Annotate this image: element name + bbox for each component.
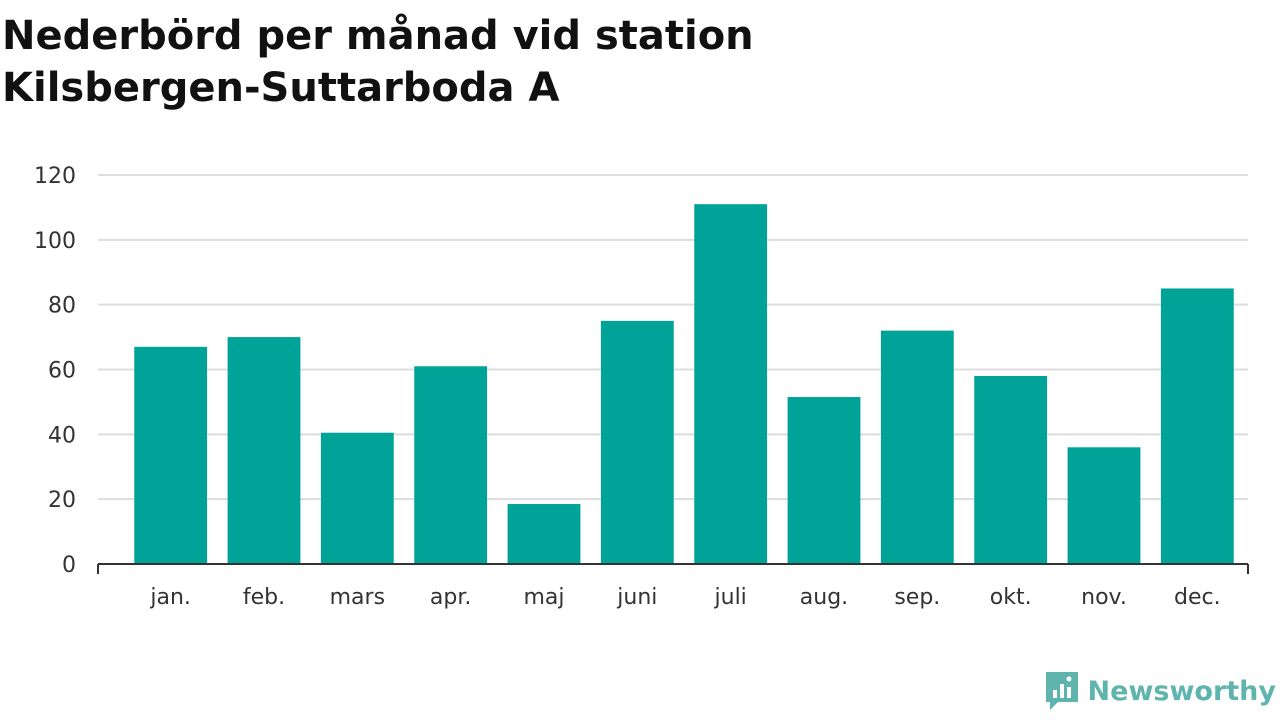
y-tick-label: 80	[48, 294, 76, 319]
y-tick-label: 100	[34, 229, 76, 254]
chart-title: Nederbörd per månad vid station Kilsberg…	[2, 13, 754, 111]
newsworthy-logo: Newsworthy	[1044, 670, 1276, 712]
y-tick-label: 60	[48, 359, 76, 384]
x-tick-label: dec.	[1174, 585, 1221, 610]
x-tick-label: maj	[523, 585, 564, 610]
brand-name: Newsworthy	[1087, 675, 1276, 707]
x-tick-label: juni	[616, 585, 657, 610]
x-tick-label: sep.	[894, 585, 940, 610]
x-tick-label: mars	[330, 585, 385, 610]
x-tick-label: okt.	[990, 585, 1032, 610]
bar	[600, 320, 674, 564]
bar	[880, 330, 954, 564]
y-tick-label: 0	[62, 553, 76, 578]
x-tick-label: jan.	[149, 585, 191, 610]
x-tick-label: juli	[714, 585, 747, 610]
bar	[320, 432, 394, 564]
bar	[787, 397, 861, 564]
bar	[414, 366, 488, 564]
tick-labels: 0 20 40 60 80 100 120 jan. feb. mars apr. maj juni ju…	[34, 164, 1221, 610]
chart-logo-icon	[1045, 672, 1078, 710]
x-tick-label: nov.	[1081, 585, 1127, 610]
bars	[134, 204, 1234, 565]
axes	[97, 563, 1249, 574]
x-tick-label: apr.	[430, 585, 471, 610]
y-tick-label: 120	[34, 164, 76, 189]
bar	[974, 375, 1048, 564]
x-tick-label: feb.	[243, 585, 285, 610]
bar	[1067, 447, 1141, 564]
y-tick-label: 40	[48, 423, 76, 448]
x-tick-label: aug.	[800, 585, 848, 610]
bar	[694, 204, 768, 565]
bar	[134, 346, 208, 564]
bar	[507, 504, 581, 564]
y-tick-label: 20	[48, 488, 76, 513]
bar	[227, 337, 301, 564]
bar	[1160, 288, 1234, 564]
